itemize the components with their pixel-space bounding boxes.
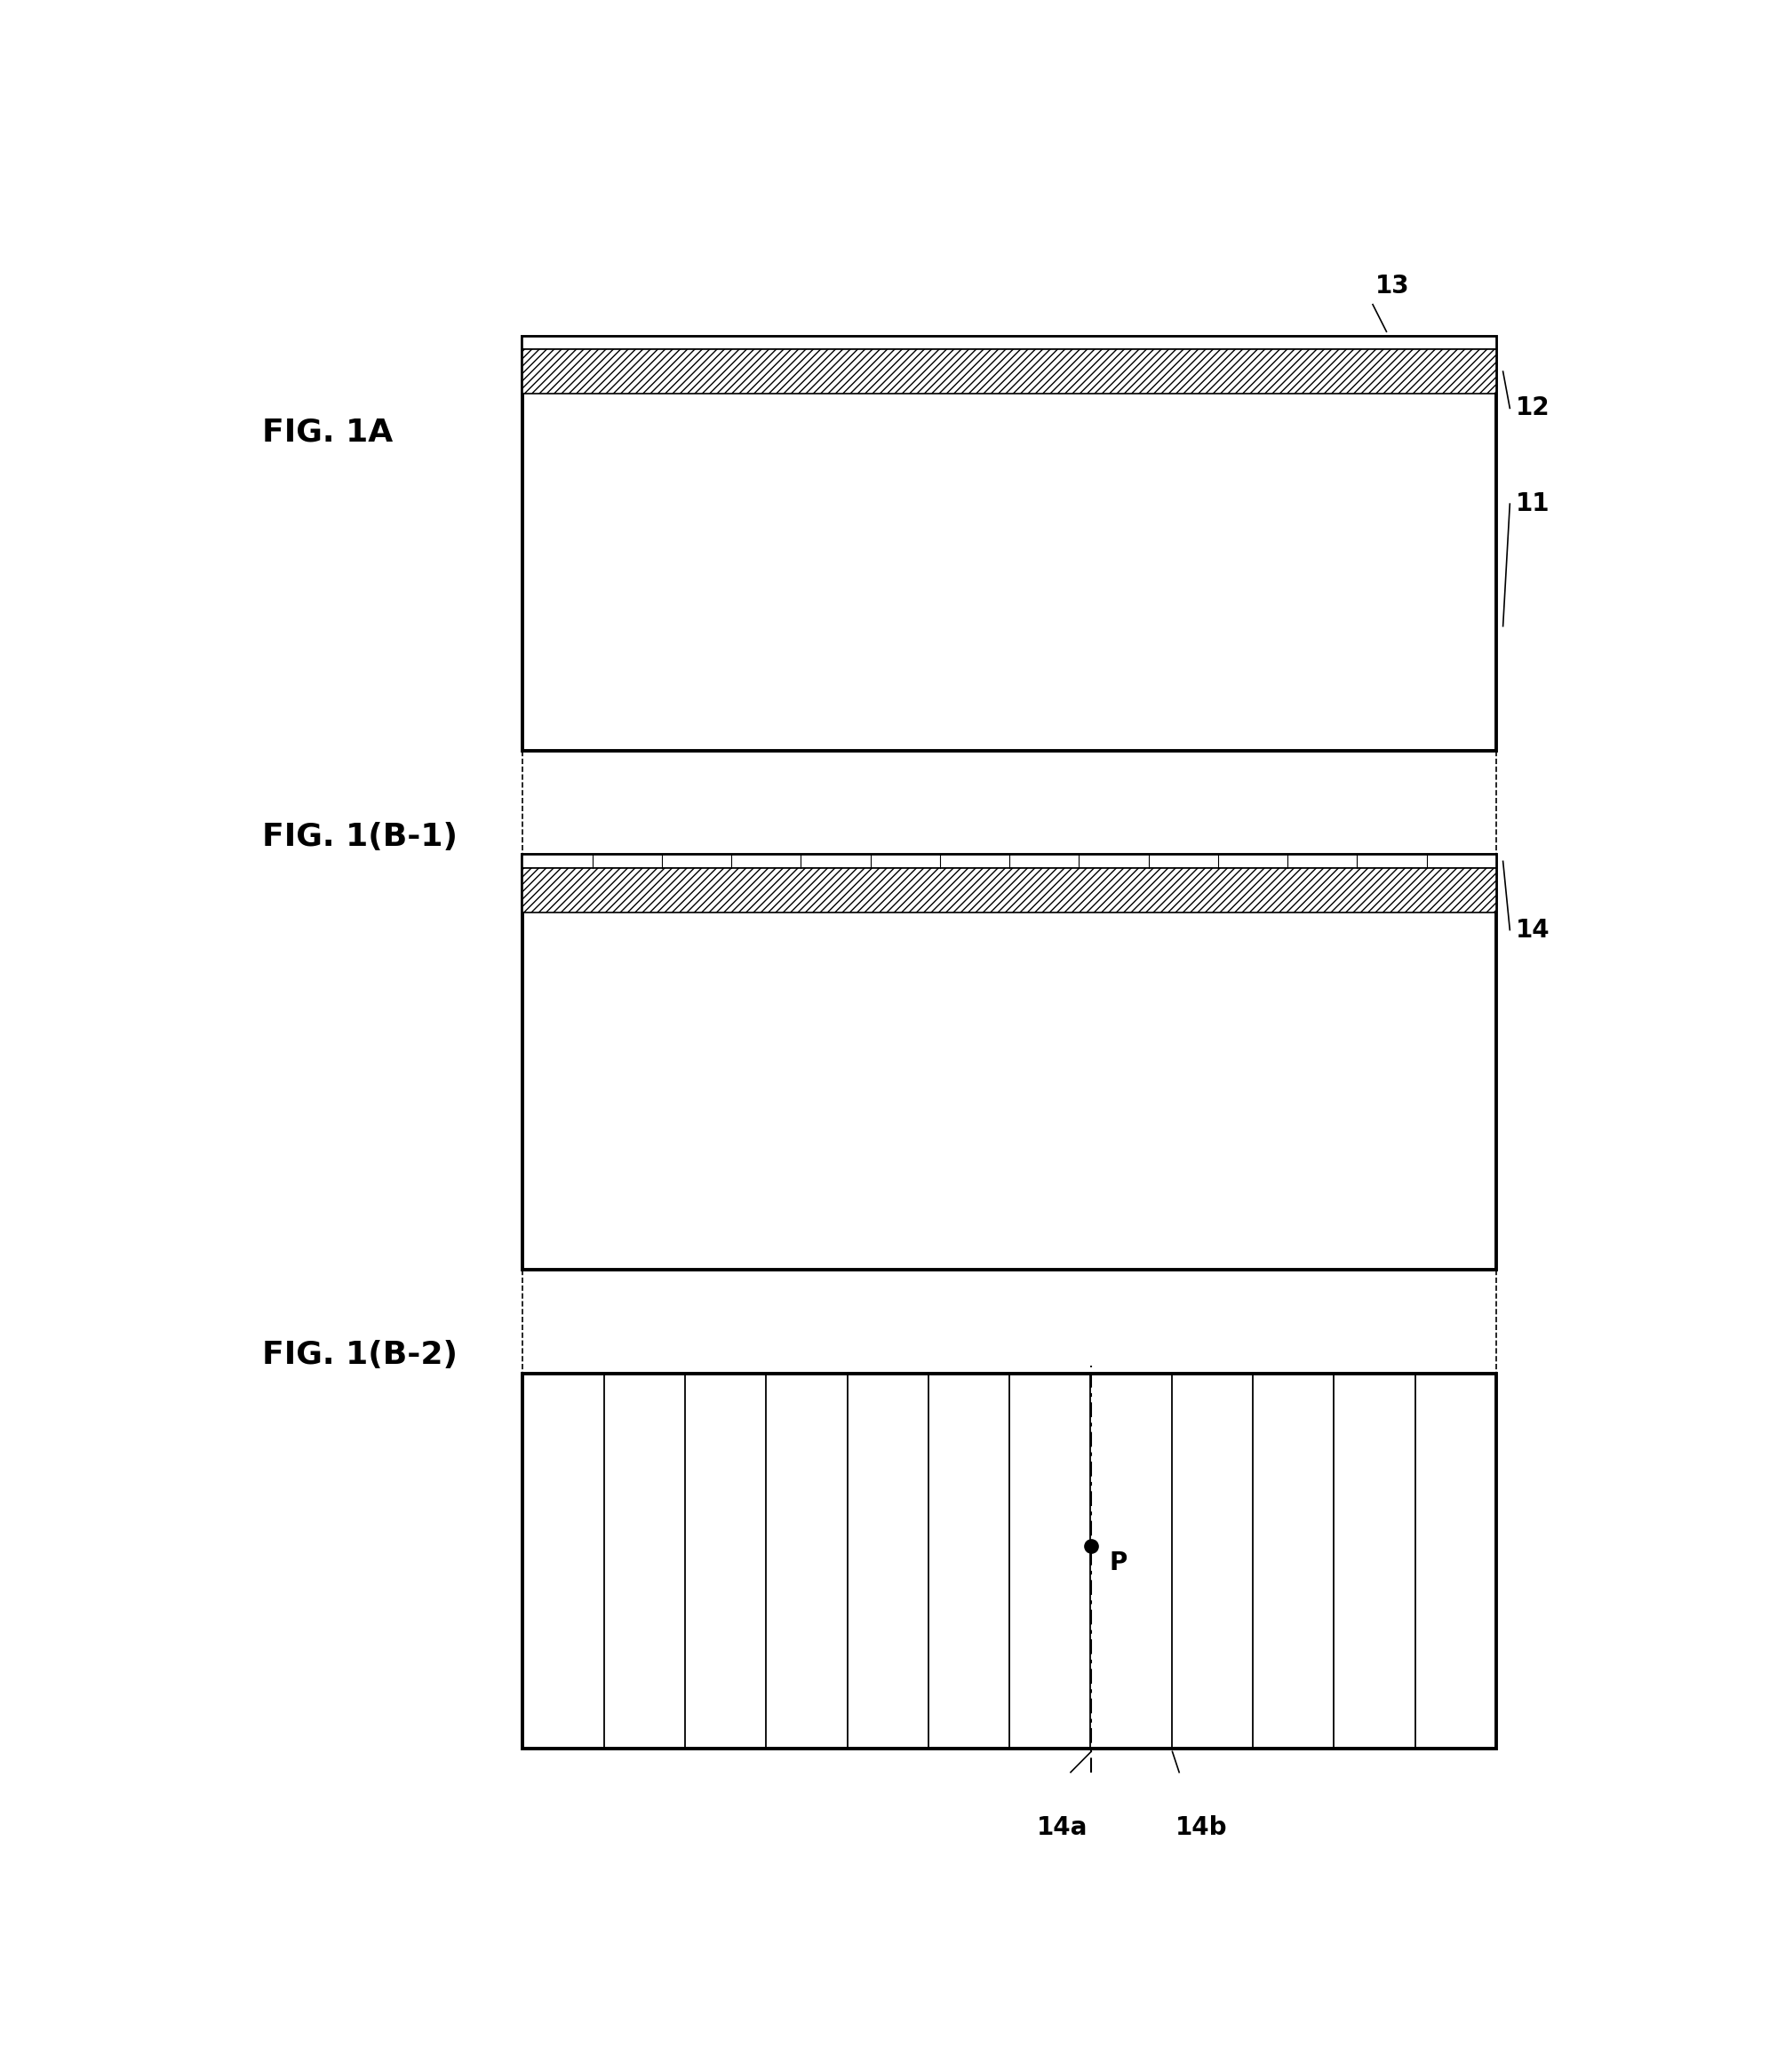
Text: 14a: 14a bbox=[1037, 1815, 1088, 1840]
Text: P: P bbox=[1109, 1550, 1127, 1575]
Text: 14: 14 bbox=[1516, 918, 1550, 943]
Text: 11: 11 bbox=[1516, 491, 1550, 516]
Bar bbox=[524, 856, 1497, 868]
Bar bbox=[524, 868, 1497, 912]
Text: 13: 13 bbox=[1376, 274, 1410, 298]
Bar bbox=[524, 336, 1497, 752]
Text: FIG. 1(B-2): FIG. 1(B-2) bbox=[262, 1341, 458, 1370]
Text: FIG. 1A: FIG. 1A bbox=[262, 416, 393, 448]
Bar bbox=[524, 350, 1497, 394]
Text: 14b: 14b bbox=[1175, 1815, 1228, 1840]
Bar bbox=[524, 1374, 1497, 1749]
Bar bbox=[524, 336, 1497, 350]
Text: 12: 12 bbox=[1516, 396, 1550, 421]
Text: FIG. 1(B-1): FIG. 1(B-1) bbox=[262, 821, 458, 852]
Bar bbox=[524, 856, 1497, 1270]
